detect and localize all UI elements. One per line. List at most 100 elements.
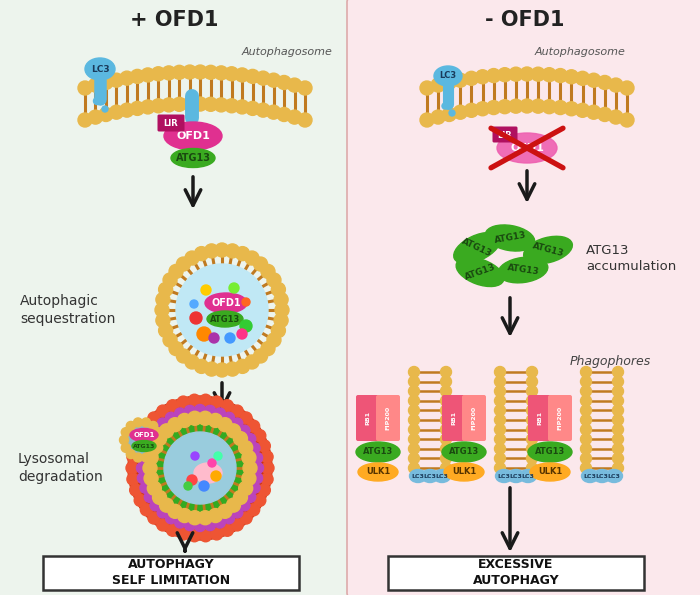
Circle shape	[475, 102, 489, 116]
Circle shape	[127, 451, 139, 463]
Circle shape	[409, 367, 419, 377]
Circle shape	[575, 71, 589, 85]
Circle shape	[144, 491, 155, 503]
Text: RB1: RB1	[538, 411, 542, 425]
Circle shape	[153, 490, 167, 505]
Circle shape	[160, 498, 174, 512]
Circle shape	[564, 102, 578, 116]
Circle shape	[126, 462, 138, 474]
Ellipse shape	[171, 149, 215, 168]
Circle shape	[587, 105, 601, 119]
Circle shape	[258, 440, 270, 452]
FancyBboxPatch shape	[347, 0, 700, 595]
Circle shape	[580, 376, 592, 387]
Circle shape	[531, 99, 545, 113]
Circle shape	[509, 67, 523, 81]
Circle shape	[188, 530, 200, 542]
Circle shape	[235, 359, 249, 374]
Circle shape	[612, 443, 624, 455]
Text: Lysosomal
degradation: Lysosomal degradation	[18, 452, 103, 484]
Ellipse shape	[594, 469, 610, 483]
Circle shape	[126, 450, 135, 459]
Circle shape	[204, 98, 218, 111]
Circle shape	[612, 405, 624, 416]
Circle shape	[253, 349, 267, 363]
Circle shape	[197, 327, 211, 341]
Circle shape	[99, 108, 113, 121]
Circle shape	[580, 395, 592, 406]
Circle shape	[409, 405, 419, 416]
FancyBboxPatch shape	[388, 556, 644, 590]
Circle shape	[94, 98, 101, 105]
Circle shape	[254, 430, 266, 441]
Ellipse shape	[454, 233, 500, 264]
Circle shape	[440, 395, 452, 406]
Text: LC3: LC3	[412, 474, 424, 478]
Circle shape	[150, 425, 161, 436]
Text: LC3: LC3	[608, 474, 620, 478]
Circle shape	[440, 453, 452, 464]
Circle shape	[526, 424, 538, 435]
Circle shape	[214, 517, 225, 528]
Circle shape	[245, 251, 259, 265]
Circle shape	[454, 105, 468, 119]
Circle shape	[162, 66, 176, 80]
Circle shape	[520, 67, 534, 81]
Circle shape	[498, 68, 512, 82]
Ellipse shape	[606, 469, 622, 483]
Circle shape	[141, 453, 150, 462]
Circle shape	[580, 443, 592, 455]
Circle shape	[151, 99, 165, 113]
Circle shape	[486, 68, 500, 83]
Circle shape	[198, 411, 212, 425]
Circle shape	[175, 517, 186, 528]
Circle shape	[248, 420, 260, 432]
Circle shape	[249, 443, 260, 453]
Circle shape	[102, 106, 108, 112]
Ellipse shape	[358, 463, 398, 481]
Text: LC3: LC3	[424, 474, 436, 478]
Text: ULK1: ULK1	[452, 468, 476, 477]
Text: Autophagic
sequestration: Autophagic sequestration	[20, 294, 116, 326]
Circle shape	[440, 415, 452, 425]
Circle shape	[188, 511, 202, 525]
FancyBboxPatch shape	[0, 0, 353, 595]
Circle shape	[211, 396, 223, 408]
Text: LC3: LC3	[584, 474, 596, 478]
Circle shape	[168, 505, 182, 518]
Circle shape	[204, 519, 216, 531]
Circle shape	[564, 70, 578, 84]
Circle shape	[201, 285, 211, 295]
Ellipse shape	[508, 469, 524, 483]
Circle shape	[164, 432, 236, 504]
Circle shape	[167, 400, 178, 412]
Circle shape	[177, 528, 189, 540]
Ellipse shape	[356, 442, 400, 462]
Text: ATG13: ATG13	[133, 443, 155, 449]
Circle shape	[185, 355, 199, 369]
Circle shape	[148, 412, 160, 424]
Circle shape	[612, 376, 624, 387]
Circle shape	[130, 70, 144, 83]
Circle shape	[148, 421, 158, 430]
Ellipse shape	[485, 225, 535, 251]
Circle shape	[288, 110, 302, 124]
Circle shape	[215, 243, 229, 257]
FancyBboxPatch shape	[356, 395, 380, 441]
Circle shape	[272, 324, 286, 337]
Circle shape	[158, 507, 168, 518]
Circle shape	[267, 333, 281, 347]
Circle shape	[612, 424, 624, 435]
Circle shape	[256, 103, 270, 117]
Ellipse shape	[498, 257, 548, 283]
Circle shape	[148, 512, 160, 524]
Circle shape	[609, 78, 623, 92]
Circle shape	[620, 81, 634, 95]
Text: ATG13: ATG13	[449, 447, 479, 456]
Circle shape	[225, 362, 239, 376]
Text: OFD1: OFD1	[510, 143, 544, 153]
Circle shape	[231, 405, 243, 417]
Circle shape	[214, 66, 228, 80]
Circle shape	[526, 415, 538, 425]
Text: ATG13: ATG13	[210, 315, 240, 324]
